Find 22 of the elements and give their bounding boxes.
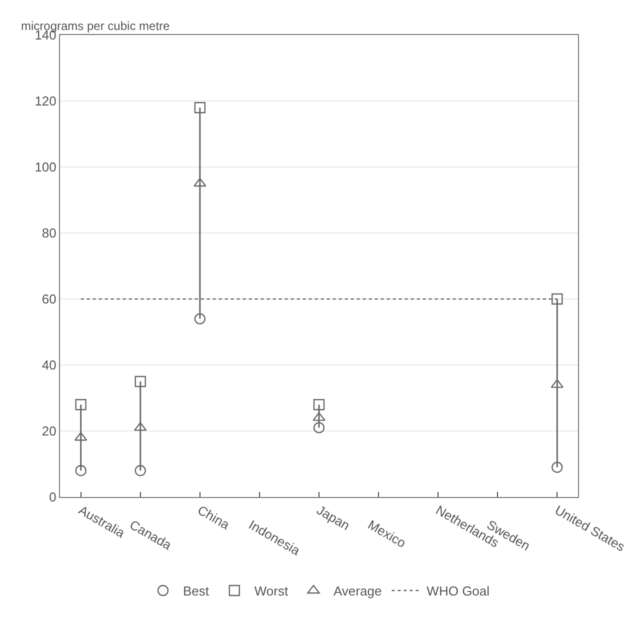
y-tick-label: 80 bbox=[42, 226, 56, 241]
y-tick-label: 0 bbox=[49, 490, 56, 505]
y-tick-label: 120 bbox=[34, 94, 56, 109]
point bbox=[313, 399, 325, 410]
point bbox=[75, 465, 86, 476]
legend-label: Worst bbox=[254, 584, 288, 599]
point bbox=[194, 313, 206, 324]
y-tick-label: 40 bbox=[42, 358, 56, 373]
legend-label: WHO Goal bbox=[426, 584, 490, 599]
legend-label: Average bbox=[333, 584, 382, 599]
point bbox=[552, 462, 563, 473]
point bbox=[552, 293, 563, 305]
y-tick-label: 100 bbox=[34, 160, 56, 175]
point bbox=[194, 178, 206, 187]
y-tick-label: 20 bbox=[42, 424, 56, 439]
y-tick-label: 60 bbox=[42, 292, 56, 307]
point bbox=[75, 399, 86, 410]
point bbox=[194, 102, 206, 114]
point bbox=[313, 422, 325, 434]
point bbox=[134, 376, 146, 388]
point bbox=[134, 465, 146, 476]
legend-label: Best bbox=[183, 584, 210, 599]
